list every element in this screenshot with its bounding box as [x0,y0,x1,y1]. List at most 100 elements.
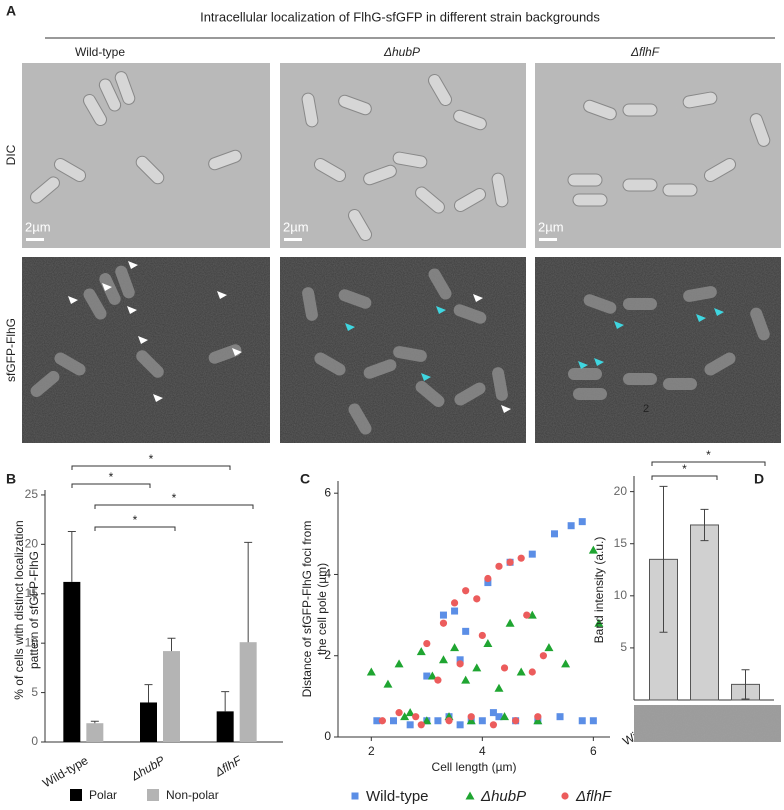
bar [163,651,180,742]
legend-swatch [351,792,359,800]
point [523,611,531,619]
point [378,717,387,725]
significance-label: * [172,491,177,505]
cell [662,183,698,197]
y-tick-label: 0 [324,729,331,743]
cell [363,164,397,186]
cell [567,173,603,187]
cell [392,151,428,169]
cell [54,352,86,376]
cell [749,113,771,147]
point [578,518,586,526]
cell [453,304,487,324]
error-bar [90,720,99,724]
legend-swatch [465,791,475,800]
legend-swatch [70,789,82,801]
error-bar [167,637,176,652]
point [484,574,492,583]
point [395,709,403,717]
point [495,713,503,721]
column-header: ΔflhF [630,45,660,59]
y-tick-label: 5 [620,640,627,654]
cell [415,380,445,408]
point [588,545,598,554]
cell [573,388,607,400]
x-axis-label: Cell length (µm) [432,760,517,774]
cell [492,367,508,401]
cell [348,403,372,435]
point [417,721,425,729]
cell [572,193,608,207]
column-header: Wild-type [75,45,125,59]
arrowhead [138,336,148,344]
point [489,709,497,717]
error-bar [221,691,230,712]
cell [453,187,487,212]
figure-title: Intracellular localization of FlhG-sfGFP… [200,9,600,24]
cell [568,368,602,380]
y-tick-label: 10 [25,635,39,649]
cell [393,346,427,362]
y-tick-label: 5 [31,685,38,699]
point [423,672,431,680]
cell [98,78,122,112]
arrowhead [102,283,112,291]
arrowhead [232,348,242,356]
significance-label: * [706,448,711,462]
point [383,679,393,688]
y-tick-label: 2 [324,648,331,662]
point [528,550,536,558]
arrowhead [578,361,588,369]
cell [83,93,107,127]
point [567,522,575,530]
y-tick-label: 25 [25,487,39,501]
blot-noise [634,705,781,742]
y-tick-label: 4 [324,567,331,581]
cell [114,71,136,105]
point [534,713,542,721]
micrograph-noise [535,257,781,443]
point [434,717,442,725]
cell [704,352,736,376]
y-axis-label: Distance of sfGFP-FlhG foci from [300,521,314,698]
point [434,676,442,684]
point [450,643,460,652]
y-axis-label: Band intensity (a.u.) [592,537,606,644]
x-tick-label: 6 [590,744,597,758]
significance-bracket [71,465,231,470]
cell [338,289,372,309]
point [412,713,420,721]
point [462,587,470,595]
x-tick-label: Wild-type [40,753,91,790]
point [489,721,498,729]
cell [703,158,737,182]
y-axis-label: the cell pole (µm) [315,563,329,655]
cell [663,378,697,390]
point [390,717,398,725]
cell [622,103,658,117]
bar [216,711,234,742]
point [439,611,447,619]
arrowhead [421,373,431,381]
significance-label: * [149,452,154,466]
row-label: DIC [4,144,18,165]
arrowhead [128,261,138,269]
arrowhead [436,306,446,314]
point [406,721,414,729]
x-tick-label: ΔflhF [212,753,245,780]
y-tick-label: 15 [614,536,628,550]
point [578,717,586,725]
point [438,655,448,664]
bar [63,581,81,742]
legend-swatch [147,789,159,801]
micrographs: 2µm 2µm 2µm [22,63,781,443]
point [478,631,486,640]
y-tick-label: 10 [614,588,628,602]
cell [683,286,717,302]
point [394,659,404,668]
point [528,668,536,676]
point [366,667,376,676]
error-bar [244,541,253,643]
point [400,712,410,721]
